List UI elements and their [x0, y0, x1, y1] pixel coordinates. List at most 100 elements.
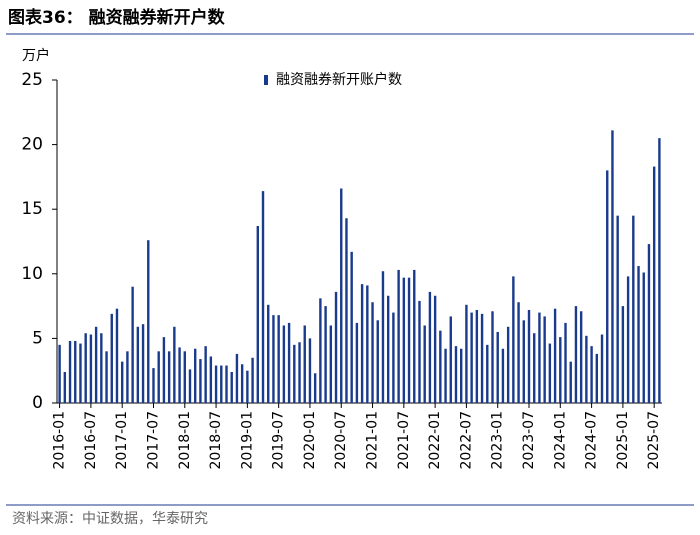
y-tick-label: 25 [21, 70, 43, 90]
x-tick-label: 2025-07 [646, 411, 662, 470]
x-tick-label: 2022-07 [458, 411, 474, 470]
bar [506, 326, 510, 403]
bar [110, 313, 113, 403]
bar [251, 357, 254, 403]
bar [209, 356, 213, 403]
bar [402, 277, 406, 403]
x-tick-label: 2021-07 [396, 411, 412, 470]
y-axis-label: 万户 [22, 47, 50, 64]
bar [240, 364, 244, 403]
bar [220, 365, 223, 403]
bar [204, 346, 207, 403]
bar [397, 269, 400, 403]
bar [470, 312, 473, 403]
bar [553, 308, 557, 403]
x-tick-label: 2025-01 [615, 411, 631, 470]
y-tick-label: 15 [21, 199, 43, 219]
bar [267, 304, 270, 403]
bar [433, 295, 437, 403]
bar [84, 333, 87, 403]
bar [89, 334, 93, 403]
bar [313, 373, 317, 403]
bar [63, 371, 67, 403]
bar [282, 325, 286, 403]
bar [449, 316, 452, 403]
bar [152, 368, 155, 403]
x-tick-label: 2019-07 [271, 411, 287, 470]
y-tick-label: 0 [32, 393, 43, 413]
bar [606, 170, 609, 403]
bar [465, 304, 468, 403]
bar [345, 218, 348, 403]
bar [329, 325, 333, 403]
bar [376, 320, 379, 403]
y-tick-label: 5 [32, 328, 43, 348]
bar [632, 215, 635, 403]
bar [418, 300, 421, 403]
bar [74, 340, 77, 403]
bar [517, 302, 520, 403]
bar [392, 312, 395, 403]
bar [626, 276, 630, 403]
bar [235, 353, 239, 403]
bar [621, 306, 625, 403]
x-tick-label: 2020-07 [333, 411, 349, 470]
bar [303, 325, 306, 403]
x-tick-label: 2017-01 [114, 411, 130, 470]
bar [334, 291, 338, 403]
source: 资料来源：中证数据，华泰研究 [12, 511, 208, 527]
x-tick-label: 2022-01 [427, 411, 443, 470]
bar [214, 365, 218, 403]
x-tick-label: 2016-07 [83, 411, 99, 470]
bar [68, 340, 72, 403]
bar [371, 302, 374, 403]
bar [188, 369, 192, 403]
bar [533, 333, 536, 403]
bar [548, 343, 552, 403]
bar [366, 285, 369, 403]
legend-label: 融资融券新开账户数 [276, 71, 402, 88]
bar [157, 351, 160, 403]
x-tick-label: 2023-01 [490, 411, 506, 470]
bar [616, 215, 619, 403]
x-tick-label: 2020-01 [302, 411, 318, 470]
bar [178, 347, 181, 403]
bar [167, 351, 171, 403]
x-tick-label: 2023-07 [521, 411, 537, 470]
bar [293, 344, 296, 403]
bar [287, 322, 291, 403]
bar [460, 348, 463, 403]
bar [428, 291, 432, 403]
bar [120, 361, 124, 403]
bar [569, 361, 572, 403]
x-tick-label: 2017-07 [145, 411, 161, 470]
bar [350, 251, 353, 403]
bar [564, 322, 567, 403]
bar [496, 331, 499, 403]
bar [574, 306, 578, 403]
bar [115, 308, 119, 403]
bar [501, 348, 505, 403]
bar [590, 346, 593, 403]
bar [298, 342, 301, 403]
bar [162, 337, 166, 403]
bar [585, 335, 588, 403]
x-tick-label: 2024-07 [584, 411, 600, 470]
bar [600, 334, 604, 403]
bar [595, 353, 599, 403]
bar [256, 225, 259, 403]
bar [444, 348, 447, 403]
bar [261, 191, 265, 403]
legend-swatch [264, 75, 268, 85]
x-tick-label: 2016-01 [52, 411, 68, 470]
chart-title: 图表36： 融资融券新开户数 [8, 7, 226, 28]
bar [407, 277, 411, 403]
bar [136, 326, 140, 403]
bar [360, 284, 364, 403]
bar [538, 312, 541, 403]
bar [225, 365, 228, 403]
bar [324, 306, 327, 403]
bar [272, 315, 275, 403]
bar [527, 309, 531, 403]
